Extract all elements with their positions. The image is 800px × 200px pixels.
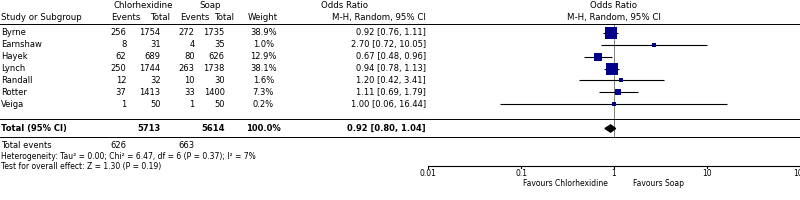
Text: Total events: Total events bbox=[1, 141, 51, 150]
Text: Veiga: Veiga bbox=[1, 100, 24, 109]
Text: 256: 256 bbox=[110, 28, 126, 37]
Text: 38.1%: 38.1% bbox=[250, 64, 277, 73]
Text: M-H, Random, 95% CI: M-H, Random, 95% CI bbox=[567, 13, 661, 22]
Text: 50: 50 bbox=[150, 100, 161, 109]
Text: 5614: 5614 bbox=[202, 124, 225, 133]
Text: Earnshaw: Earnshaw bbox=[1, 40, 42, 49]
Text: 0.1: 0.1 bbox=[515, 169, 527, 178]
Text: 7.3%: 7.3% bbox=[253, 88, 274, 97]
Text: 100.0%: 100.0% bbox=[246, 124, 281, 133]
Text: Total: Total bbox=[150, 13, 170, 22]
Text: 8: 8 bbox=[121, 40, 126, 49]
Text: 12.9%: 12.9% bbox=[250, 52, 277, 61]
Text: 1: 1 bbox=[190, 100, 194, 109]
Text: 33: 33 bbox=[184, 88, 194, 97]
Text: Rotter: Rotter bbox=[1, 88, 26, 97]
Text: Soap: Soap bbox=[199, 1, 221, 10]
Text: 272: 272 bbox=[179, 28, 194, 37]
Text: Weight: Weight bbox=[248, 13, 278, 22]
Polygon shape bbox=[605, 125, 615, 132]
Text: Randall: Randall bbox=[1, 76, 32, 85]
Text: 1.0%: 1.0% bbox=[253, 40, 274, 49]
Text: 5713: 5713 bbox=[138, 124, 161, 133]
Text: Events: Events bbox=[180, 13, 210, 22]
Text: Study or Subgroup: Study or Subgroup bbox=[1, 13, 82, 22]
Text: 12: 12 bbox=[116, 76, 126, 85]
Text: Favours Soap: Favours Soap bbox=[633, 179, 684, 188]
Text: 1: 1 bbox=[612, 169, 616, 178]
Text: 35: 35 bbox=[214, 40, 225, 49]
Text: 1738: 1738 bbox=[203, 64, 225, 73]
Text: 1.11 [0.69, 1.79]: 1.11 [0.69, 1.79] bbox=[356, 88, 426, 97]
Text: Lynch: Lynch bbox=[1, 64, 25, 73]
Text: Byrne: Byrne bbox=[1, 28, 26, 37]
Text: Heterogeneity: Tau² = 0.00; Chi² = 6.47, df = 6 (P = 0.37); I² = 7%: Heterogeneity: Tau² = 0.00; Chi² = 6.47,… bbox=[1, 152, 256, 161]
Text: 0.94 [0.78, 1.13]: 0.94 [0.78, 1.13] bbox=[356, 64, 426, 73]
Text: 4: 4 bbox=[190, 40, 194, 49]
Text: 37: 37 bbox=[115, 88, 126, 97]
Text: 0.67 [0.48, 0.96]: 0.67 [0.48, 0.96] bbox=[356, 52, 426, 61]
Text: 1.6%: 1.6% bbox=[253, 76, 274, 85]
Text: 1.00 [0.06, 16.44]: 1.00 [0.06, 16.44] bbox=[350, 100, 426, 109]
Text: Events: Events bbox=[111, 13, 141, 22]
Text: 80: 80 bbox=[184, 52, 194, 61]
Text: 30: 30 bbox=[214, 76, 225, 85]
Text: 10: 10 bbox=[184, 76, 194, 85]
Text: 32: 32 bbox=[150, 76, 161, 85]
Text: Odds Ratio: Odds Ratio bbox=[321, 1, 368, 10]
Text: Odds Ratio: Odds Ratio bbox=[590, 1, 638, 10]
Text: 62: 62 bbox=[116, 52, 126, 61]
Text: 0.01: 0.01 bbox=[419, 169, 437, 178]
Text: Favours Chlorhexidine: Favours Chlorhexidine bbox=[523, 179, 608, 188]
Text: Total (95% CI): Total (95% CI) bbox=[1, 124, 66, 133]
Text: 1735: 1735 bbox=[203, 28, 225, 37]
Text: Chlorhexidine: Chlorhexidine bbox=[114, 1, 173, 10]
Text: 250: 250 bbox=[110, 64, 126, 73]
Text: M-H, Random, 95% CI: M-H, Random, 95% CI bbox=[332, 13, 426, 22]
Text: 689: 689 bbox=[145, 52, 161, 61]
Text: 626: 626 bbox=[110, 141, 126, 150]
Text: 663: 663 bbox=[178, 141, 194, 150]
Text: 1754: 1754 bbox=[139, 28, 161, 37]
Text: Test for overall effect: Z = 1.30 (P = 0.19): Test for overall effect: Z = 1.30 (P = 0… bbox=[1, 162, 161, 171]
Text: 31: 31 bbox=[150, 40, 161, 49]
Text: 0.92 [0.76, 1.11]: 0.92 [0.76, 1.11] bbox=[356, 28, 426, 37]
Text: 10: 10 bbox=[702, 169, 712, 178]
Text: 0.2%: 0.2% bbox=[253, 100, 274, 109]
Text: Total: Total bbox=[214, 13, 234, 22]
Text: 100: 100 bbox=[793, 169, 800, 178]
Text: 0.92 [0.80, 1.04]: 0.92 [0.80, 1.04] bbox=[347, 124, 426, 133]
Text: 1: 1 bbox=[121, 100, 126, 109]
Text: 50: 50 bbox=[214, 100, 225, 109]
Text: Hayek: Hayek bbox=[1, 52, 27, 61]
Text: 1400: 1400 bbox=[204, 88, 225, 97]
Text: 1413: 1413 bbox=[139, 88, 161, 97]
Text: 626: 626 bbox=[209, 52, 225, 61]
Text: 263: 263 bbox=[178, 64, 194, 73]
Text: 2.70 [0.72, 10.05]: 2.70 [0.72, 10.05] bbox=[350, 40, 426, 49]
Text: 1.20 [0.42, 3.41]: 1.20 [0.42, 3.41] bbox=[356, 76, 426, 85]
Text: 38.9%: 38.9% bbox=[250, 28, 277, 37]
Text: 1744: 1744 bbox=[139, 64, 161, 73]
